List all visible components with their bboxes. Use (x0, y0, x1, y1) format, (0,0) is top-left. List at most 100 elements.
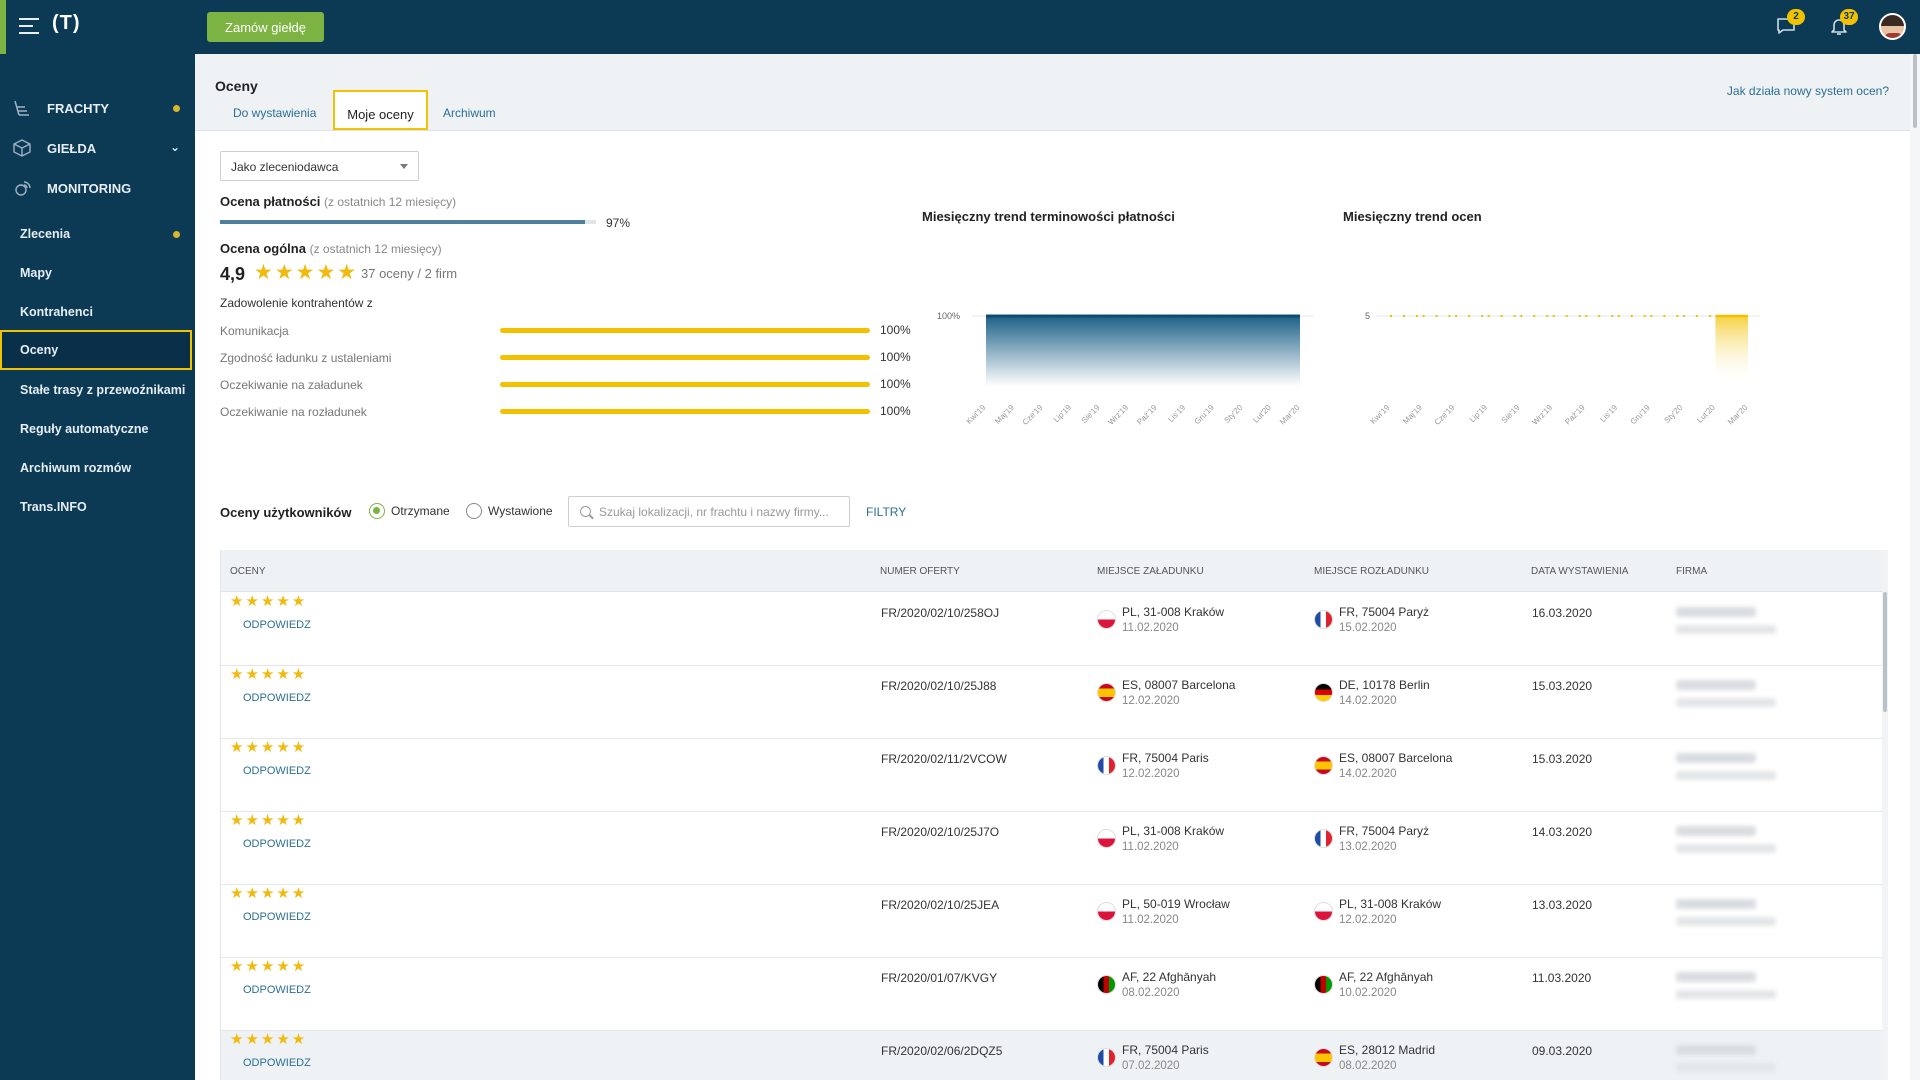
overall-period: (z ostatnich 12 miesięcy) (309, 242, 442, 256)
offer-number[interactable]: FR/2020/02/10/258OJ (881, 606, 1000, 620)
pl-flag-icon (1097, 829, 1116, 848)
sidebar-item-label: Zlecenia (20, 227, 71, 241)
column-header[interactable]: FIRMA (1676, 566, 1708, 577)
x-tick-label: Sie'19 (1500, 403, 1522, 425)
reply-button[interactable]: ODPOWIEDZ (243, 765, 311, 777)
criteria-row: Zgodność ładunku z ustaleniami 100% (220, 348, 920, 368)
sidebar-main-label: FRACHTY (47, 101, 110, 116)
column-header[interactable]: MIEJSCE ROZŁADUNKU (1314, 566, 1430, 577)
loading-date: 11.02.2020 (1122, 841, 1179, 853)
x-tick-label: Lis'19 (1598, 403, 1619, 424)
column-header[interactable]: MIEJSCE ZAŁADUNKU (1097, 566, 1204, 577)
reply-button[interactable]: ODPOWIEDZ (243, 984, 311, 996)
unloading-place-name: FR, 75004 Paryż (1339, 824, 1430, 838)
messages-button[interactable]: 2 (1775, 9, 1805, 37)
published-date: 11.03.2020 (1532, 971, 1592, 985)
ratings-search[interactable] (568, 496, 850, 527)
sidebar-item-label: Reguły automatyczne (20, 422, 149, 436)
es-flag-icon (1314, 756, 1333, 775)
filters-button[interactable]: FILTRY (866, 505, 907, 519)
radio-label: Wystawione (488, 504, 553, 518)
column-header[interactable]: OCENY (230, 566, 266, 577)
sidebar-item-archiwum-rozmow[interactable]: Archiwum rozmów (0, 448, 192, 488)
de-flag-icon (1314, 683, 1333, 702)
tab-do-wystawienia[interactable]: Do wystawienia (233, 106, 317, 120)
sidebar-item-trans-info[interactable]: Trans.INFO (0, 487, 192, 527)
x-tick-label: Maj'19 (1401, 403, 1424, 426)
offer-number[interactable]: FR/2020/02/11/2VCOW (881, 752, 1007, 766)
table-row[interactable]: ★★★★★ ODPOWIEDZ FR/2020/02/10/25J7O PL, 31-… (221, 812, 1882, 885)
column-header[interactable]: DATA WYSTAWIENIA (1531, 566, 1629, 577)
search-input[interactable] (599, 503, 843, 521)
criteria-name: Komunikacja (220, 324, 289, 338)
sidebar-item-stale-trasy[interactable]: Stałe trasy z przewoźnikami (0, 370, 192, 410)
sidebar-main-gielda[interactable]: GIEŁDA ⌄ (12, 133, 190, 163)
sidebar-main-frachty[interactable]: FRACHTY (12, 93, 190, 123)
company-name-blurred (1676, 822, 1816, 862)
user-avatar[interactable] (1879, 13, 1906, 40)
tab-archiwum[interactable]: Archiwum (443, 106, 496, 120)
row-stars: ★★★★★ (230, 1031, 308, 1048)
unloading-place-name: AF, 22 Afghānyah (1339, 970, 1434, 984)
table-row[interactable]: ★★★★★ ODPOWIEDZ FR/2020/02/11/2VCOW FR, 750… (221, 739, 1882, 812)
sidebar-item-mapy[interactable]: Mapy (0, 253, 192, 293)
criteria-bar (500, 328, 870, 333)
table-scrollbar[interactable] (1882, 550, 1888, 1080)
company-name-blurred (1676, 1041, 1816, 1080)
af-flag-icon (1097, 975, 1116, 994)
offer-number[interactable]: FR/2020/02/10/25JEA (881, 898, 1000, 912)
page-title: Oceny (215, 78, 258, 94)
payment-period: (z ostatnich 12 miesięcy) (324, 195, 457, 209)
table-row[interactable]: ★★★★★ ODPOWIEDZ FR/2020/02/06/2DQZ5 FR, 750… (221, 1031, 1882, 1080)
table-header: OCENY NUMER OFERTY MIEJSCE ZAŁADUNKU MIE… (221, 550, 1882, 592)
x-tick-label: Lip'19 (1052, 403, 1074, 425)
overall-rating-value: 4,9 (220, 264, 246, 284)
order-exchange-button[interactable]: Zamów giełdę (207, 12, 324, 42)
x-tick-label: Lis'19 (1166, 403, 1187, 424)
fr-flag-icon (1314, 829, 1333, 848)
reply-button[interactable]: ODPOWIEDZ (243, 619, 311, 631)
sidebar-item-reguly[interactable]: Reguły automatyczne (0, 409, 192, 449)
x-tick-label: Mar'20 (1726, 403, 1750, 427)
sidebar-item-zlecenia[interactable]: Zlecenia (0, 214, 192, 254)
offer-number[interactable]: FR/2020/02/10/25J88 (881, 679, 997, 693)
unloading-place-name: DE, 10178 Berlin (1339, 678, 1430, 692)
reply-button[interactable]: ODPOWIEDZ (243, 1057, 311, 1069)
tab-moje-oceny[interactable]: Moje oceny (333, 90, 428, 130)
chart-area (986, 316, 1300, 386)
loading-place-name: FR, 75004 Paris (1122, 751, 1209, 765)
page-scrollbar[interactable] (1910, 54, 1920, 1080)
published-date: 15.03.2020 (1532, 679, 1593, 693)
reply-button[interactable]: ODPOWIEDZ (243, 838, 311, 850)
offer-number[interactable]: FR/2020/02/06/2DQZ5 (881, 1044, 1003, 1058)
hamburger-menu-icon[interactable] (19, 18, 39, 34)
table-row[interactable]: ★★★★★ ODPOWIEDZ FR/2020/01/07/KVGY AF, 22 A… (221, 958, 1882, 1031)
notifications-badge: 37 (1840, 9, 1858, 25)
offer-number[interactable]: FR/2020/02/10/25J7O (881, 825, 1000, 839)
table-row[interactable]: ★★★★★ ODPOWIEDZ FR/2020/02/10/25JEA PL, 50-… (221, 885, 1882, 958)
table-row[interactable]: ★★★★★ ODPOWIEDZ FR/2020/02/10/258OJ PL, 31-… (221, 593, 1882, 666)
x-tick-label: Lip'19 (1468, 403, 1490, 425)
table-row[interactable]: ★★★★★ ODPOWIEDZ FR/2020/02/10/25J88 ES, 080… (221, 666, 1882, 739)
unloading-place-name: ES, 08007 Barcelona (1339, 751, 1453, 765)
sidebar-main-monitoring[interactable]: MONITORING (12, 173, 190, 203)
radio-circle (369, 503, 385, 519)
unloading-place-name: ES, 28012 Madrid (1339, 1043, 1436, 1057)
notifications-button[interactable]: 37 (1828, 9, 1858, 37)
app-logo[interactable]: (T) (52, 12, 81, 34)
offer-number[interactable]: FR/2020/01/07/KVGY (881, 971, 998, 985)
unloading-place-name: FR, 75004 Paryż (1339, 605, 1430, 619)
column-header[interactable]: NUMER OFERTY (880, 566, 960, 577)
help-link[interactable]: Jak działa nowy system ocen? (1726, 84, 1889, 98)
role-select[interactable]: Jako zleceniodawca (220, 151, 419, 181)
chart-area (1715, 316, 1748, 386)
payment-rating-label: Ocena płatności (220, 194, 321, 209)
x-tick-label: Kwi'19 (965, 403, 988, 426)
reply-button[interactable]: ODPOWIEDZ (243, 692, 311, 704)
sidebar-item-oceny[interactable]: Oceny (0, 330, 192, 370)
reply-button[interactable]: ODPOWIEDZ (243, 911, 311, 923)
new-indicator-dot (173, 231, 180, 238)
row-stars: ★★★★★ (230, 885, 308, 902)
chevron-down-icon: ⌄ (170, 140, 181, 154)
sidebar-item-kontrahenci[interactable]: Kontrahenci (0, 292, 192, 332)
